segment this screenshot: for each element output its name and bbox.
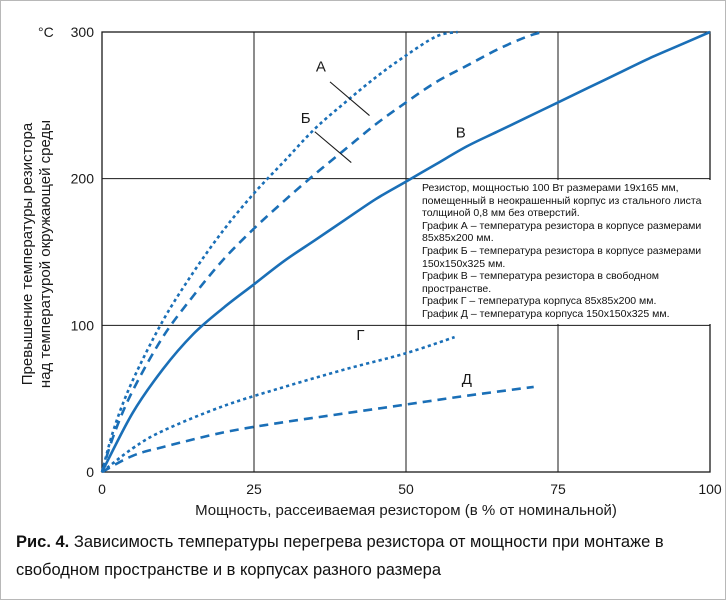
x-axis-label: Мощность, рассеиваемая резистором (в % о… (195, 502, 617, 519)
y-tick-label: 200 (71, 171, 95, 187)
series-line-В (100, 30, 711, 473)
y-axis-label-line1: Превышение температуры резистора (19, 122, 36, 385)
x-tick-label: 0 (98, 481, 106, 497)
series-labels: А Б В Г Д (301, 59, 472, 388)
figure-number: Рис. 4. (16, 533, 70, 551)
x-tick-label: 25 (246, 481, 262, 497)
y-axis-label: Превышение температуры резистора над тем… (19, 120, 54, 388)
leader-line (314, 131, 352, 163)
caption-text: Зависимость температуры перегрева резист… (16, 533, 664, 579)
ticks: 0 25 50 75 100 0 100 200 300 (71, 24, 722, 497)
series-label-Г: Г (356, 327, 364, 344)
y-tick-label: 100 (71, 317, 95, 333)
annotation-line: Резистор, мощностью 100 Вт размерами 19х… (422, 182, 702, 220)
y-axis-label-line2: над температурой окружающей среды (37, 120, 54, 388)
series-label-В: В (456, 125, 466, 142)
leader-lines (314, 81, 370, 163)
x-tick-label: 50 (398, 481, 414, 497)
figure-caption: Рис. 4. Зависимость температуры перегрев… (16, 528, 716, 584)
x-tick-label: 75 (550, 481, 566, 497)
annotation-line: График Б – температура резистора в корпу… (422, 244, 702, 270)
x-tick-label: 100 (698, 481, 722, 497)
series-label-Д: Д (462, 371, 472, 388)
y-unit-label: °C (38, 24, 54, 40)
annotation-line: График А – температура резистора в корпу… (422, 219, 702, 245)
series-label-Б: Б (301, 110, 311, 127)
series-line-Д (101, 385, 534, 474)
annotation-line: График Г – температура корпуса 85х85х200… (422, 295, 657, 308)
annotation-line: График Д – температура корпуса 150х150х3… (422, 307, 670, 320)
series-layer (100, 30, 711, 474)
series-line-Г (101, 335, 456, 474)
y-tick-label: 0 (86, 464, 94, 480)
series-label-А: А (316, 59, 326, 76)
y-tick-label: 300 (71, 24, 95, 40)
series-line-А (100, 30, 458, 473)
chart-annotation: Резистор, мощностью 100 Вт размерами 19х… (418, 180, 716, 324)
leader-line (329, 81, 370, 117)
annotation-line: График В – температура резистора в свобо… (422, 270, 660, 295)
